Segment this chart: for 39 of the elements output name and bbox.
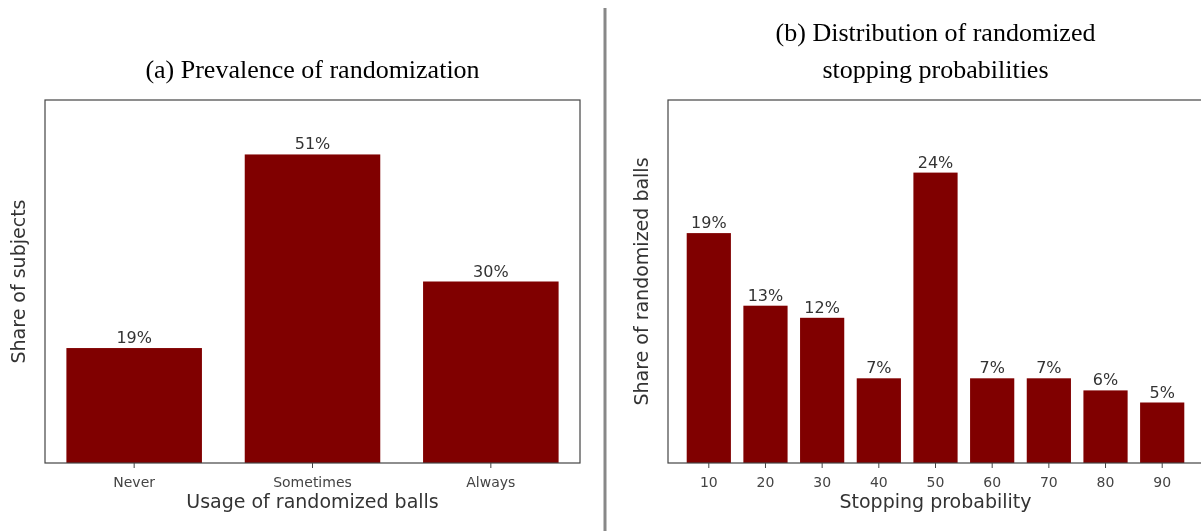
data-label: 7% — [979, 358, 1005, 378]
bar — [743, 305, 788, 463]
bar — [1026, 378, 1071, 463]
bar — [1083, 390, 1128, 463]
data-label: 12% — [804, 297, 840, 317]
x-tick-label: 50 — [926, 474, 945, 490]
bar — [856, 378, 901, 463]
data-label: 24% — [917, 152, 954, 172]
bar — [686, 233, 731, 463]
bar — [913, 172, 958, 463]
x-tick-label: 90 — [1153, 474, 1172, 490]
data-label: 51% — [294, 134, 331, 154]
data-label: 7% — [1036, 358, 1062, 378]
x-tick-label: 60 — [983, 474, 1002, 490]
x-tick-label: 10 — [699, 474, 718, 490]
chart-title: (b) Distribution of randomized stopping probabilities — [775, 18, 1096, 84]
data-label: 6% — [1092, 370, 1119, 390]
x-tick-label: Never — [113, 474, 156, 490]
data-label: 19% — [116, 328, 152, 348]
data-label: 5% — [1149, 382, 1175, 402]
x-tick-label: 20 — [756, 474, 775, 490]
bar — [800, 317, 845, 463]
y-axis-title: Share of subjects — [7, 199, 29, 364]
x-tick-label: 40 — [869, 474, 888, 490]
x-axis-title: Usage of randomized balls — [186, 490, 439, 512]
x-tick-label: Sometimes — [273, 474, 352, 490]
bar — [1140, 402, 1185, 463]
x-axis-title: Stopping probability — [839, 490, 1032, 512]
chart-title: (a) Prevalence of randomization — [145, 55, 480, 84]
data-label: 7% — [866, 358, 892, 378]
x-tick-label: 70 — [1039, 474, 1058, 490]
y-axis-title: Share of randomized balls — [630, 157, 652, 406]
x-tick-label: Always — [466, 474, 516, 490]
x-tick-label: 80 — [1096, 474, 1115, 490]
data-label: 30% — [473, 261, 509, 281]
bar — [970, 378, 1015, 463]
data-label: 13% — [747, 285, 784, 305]
data-label: 19% — [691, 213, 727, 233]
x-tick-label: 30 — [813, 474, 832, 490]
